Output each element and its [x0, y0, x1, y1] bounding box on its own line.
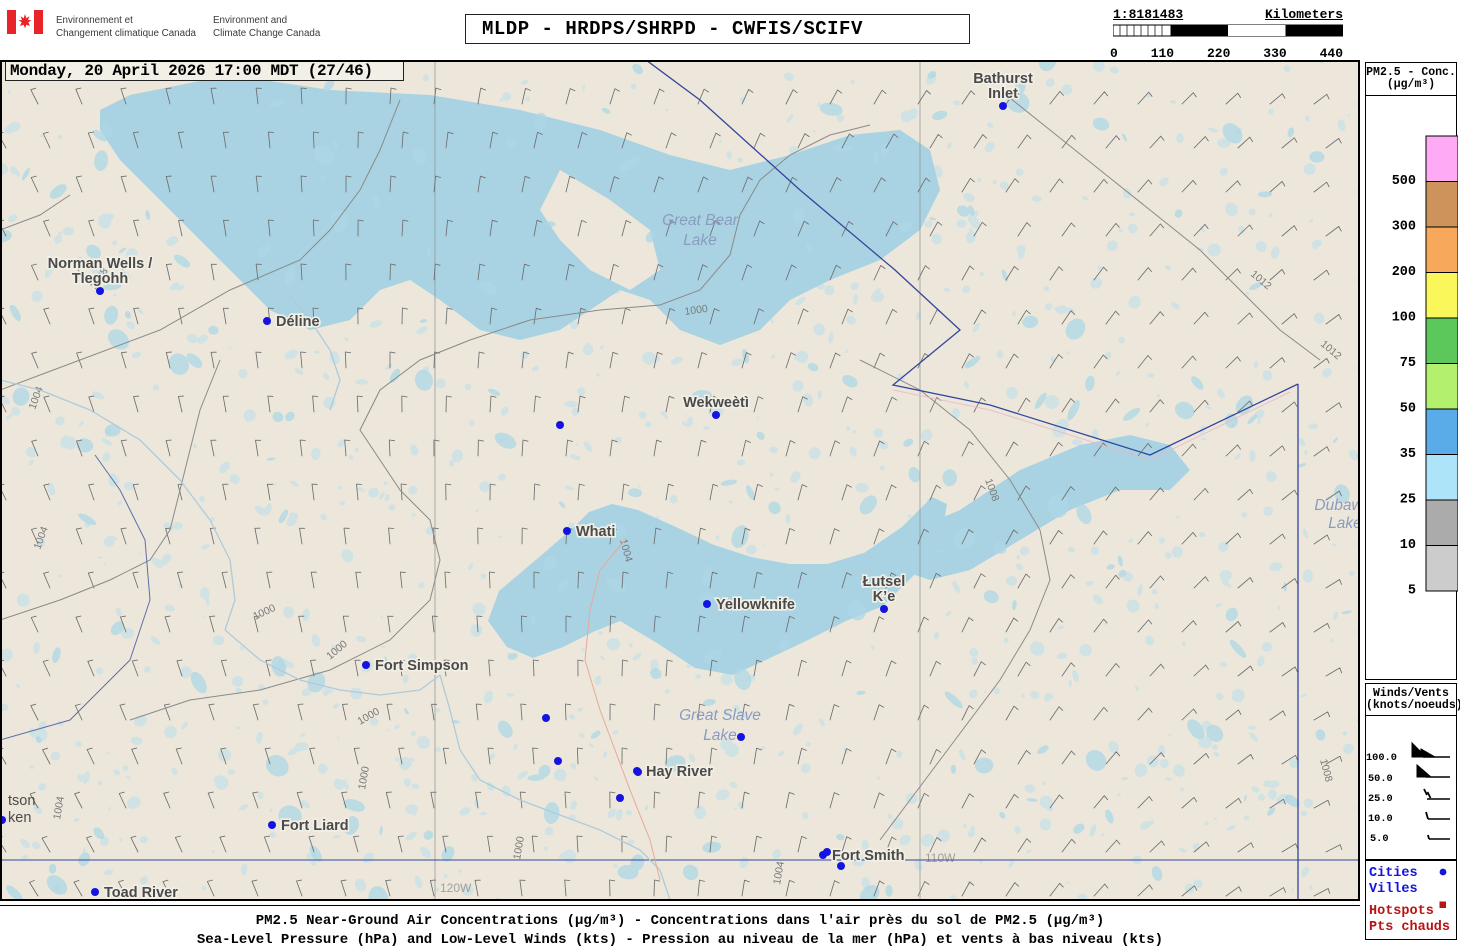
svg-text:Fort Smith: Fort Smith	[832, 848, 905, 864]
svg-text:5.0: 5.0	[1370, 833, 1389, 841]
svg-text:Bathurst: Bathurst	[973, 71, 1033, 87]
svg-text:10.0: 10.0	[1368, 813, 1393, 825]
svg-text:Fort Simpson: Fort Simpson	[375, 658, 468, 674]
svg-text:Great Slave: Great Slave	[679, 707, 761, 724]
svg-text:Yellowknife: Yellowknife	[716, 597, 795, 613]
svg-text:120W: 120W	[440, 881, 472, 895]
svg-text:Lake: Lake	[683, 232, 717, 249]
svg-text:Norman Wells /: Norman Wells /	[48, 256, 152, 272]
svg-text:Tlegohh: Tlegohh	[72, 271, 128, 287]
svg-text:Toad River: Toad River	[104, 885, 178, 900]
svg-text:35: 35	[1400, 447, 1416, 462]
svg-text:Lake: Lake	[703, 727, 737, 744]
svg-text:Great Bear: Great Bear	[662, 212, 739, 229]
svg-text:Hay River: Hay River	[646, 764, 713, 780]
svg-text:25.0: 25.0	[1368, 793, 1393, 805]
svg-text:Dubawnt: Dubawnt	[1314, 497, 1360, 514]
svg-text:Wekweètì: Wekweètì	[683, 395, 749, 411]
svg-text:Whati: Whati	[576, 524, 615, 540]
svg-text:Łutsel: Łutsel	[863, 574, 906, 590]
svg-text:50.0: 50.0	[1368, 773, 1393, 785]
svg-text:Déline: Déline	[276, 314, 320, 330]
svg-text:300: 300	[1392, 220, 1416, 235]
svg-text:Lake: Lake	[1328, 515, 1360, 532]
svg-text:25: 25	[1400, 493, 1416, 508]
svg-text:50: 50	[1400, 402, 1416, 417]
svg-text:Fort Liard: Fort Liard	[281, 818, 349, 834]
svg-text:Inlet: Inlet	[988, 86, 1018, 102]
svg-text:tson: tson	[8, 793, 35, 809]
svg-text:100.0: 100.0	[1366, 752, 1397, 764]
svg-text:ken: ken	[8, 810, 31, 826]
svg-text:500: 500	[1392, 174, 1416, 189]
svg-text:75: 75	[1400, 356, 1416, 371]
svg-text:K’e: K’e	[873, 589, 896, 605]
svg-text:200: 200	[1392, 265, 1416, 280]
svg-text:5: 5	[1408, 584, 1416, 599]
svg-text:100: 100	[1392, 311, 1416, 326]
svg-text:10: 10	[1400, 538, 1416, 553]
svg-text:110W: 110W	[925, 851, 956, 865]
